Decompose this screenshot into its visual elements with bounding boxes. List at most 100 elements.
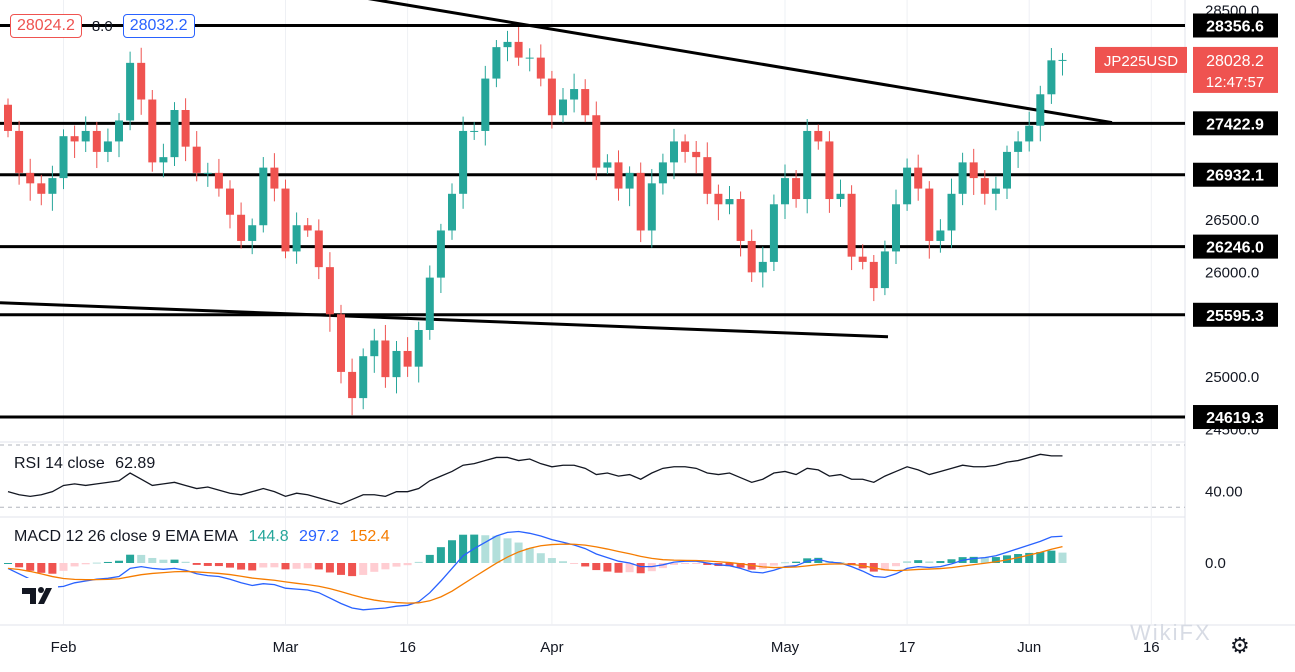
- candle-body: [825, 141, 834, 200]
- macd-histogram-bar: [192, 563, 201, 565]
- last-price-label: 28028.2: [1206, 53, 1264, 70]
- gear-icon[interactable]: ⚙: [1230, 633, 1250, 658]
- candle-body: [570, 89, 579, 100]
- ask-price-button[interactable]: 28032.2: [122, 14, 195, 38]
- x-tick-label: 16: [399, 639, 416, 656]
- x-tick-label: Apr: [540, 639, 563, 656]
- candle-body: [836, 193, 845, 200]
- candle-body: [991, 188, 1000, 194]
- candle-body: [115, 120, 123, 142]
- x-tick-label: Jun: [1017, 639, 1041, 656]
- candle-body: [658, 162, 667, 184]
- macd-signal-line: [7, 543, 1063, 604]
- candle-body: [170, 110, 179, 158]
- candle-body: [325, 267, 334, 315]
- macd-histogram-bar: [514, 542, 523, 563]
- macd-histogram-bar: [525, 548, 534, 563]
- candle-body: [892, 204, 900, 252]
- macd-histogram-bar: [747, 563, 756, 570]
- candle-body: [747, 240, 756, 273]
- macd-histogram-bar: [892, 563, 900, 567]
- candle-body: [670, 141, 678, 163]
- macd-histogram-bar: [581, 563, 590, 567]
- x-tick-label: 16: [1143, 639, 1160, 656]
- level-label-box: [1193, 405, 1278, 430]
- macd-histogram-bar: [1058, 552, 1067, 563]
- level-label: 26246.0: [1206, 240, 1264, 257]
- macd-histogram-bar: [270, 563, 279, 568]
- candle-body: [214, 172, 223, 189]
- macd-histogram-bar: [814, 557, 823, 563]
- bid-price-button[interactable]: 28024.2: [10, 14, 82, 38]
- candle-body: [681, 141, 690, 152]
- macd-histogram-bar: [625, 563, 634, 573]
- rsi-legend[interactable]: RSI 14 close 62.89: [14, 455, 161, 473]
- candle-body: [370, 340, 379, 357]
- candle-body: [4, 104, 12, 131]
- macd-histogram-bar: [170, 559, 179, 563]
- watermark: WikiFX: [1130, 620, 1212, 645]
- x-tick-label: May: [771, 639, 800, 656]
- candle-body: [314, 230, 323, 268]
- candle-body: [581, 89, 590, 116]
- candle-body: [392, 350, 401, 378]
- macd-histogram-bar: [991, 557, 1000, 563]
- candle-body: [59, 136, 68, 179]
- macd-histogram-bar: [137, 554, 146, 563]
- candle-body: [159, 157, 168, 163]
- macd-histogram-bar: [1014, 554, 1023, 563]
- candle-body: [337, 314, 345, 372]
- macd-histogram-bar: [281, 563, 290, 570]
- upper-trendline: [367, 0, 1113, 125]
- candle-body: [947, 193, 956, 231]
- candle-body: [514, 41, 523, 58]
- candle-body: [226, 188, 234, 215]
- candle-body: [714, 193, 723, 205]
- macd-histogram-bar: [781, 562, 789, 564]
- candle-body: [70, 136, 79, 142]
- macd-legend[interactable]: MACD 12 26 close 9 EMA EMA 144.8 297.2 1…: [14, 528, 396, 546]
- macd-histogram-bar: [414, 561, 423, 563]
- macd-histogram-bar: [325, 563, 334, 573]
- candle-body: [1025, 125, 1034, 142]
- candle-body: [459, 130, 468, 194]
- candle-body: [969, 162, 978, 179]
- candle-body: [703, 157, 712, 194]
- candle-body: [925, 188, 934, 241]
- macd-histogram-bar: [980, 557, 989, 563]
- macd-histogram-bar: [314, 563, 323, 570]
- macd-histogram-bar: [969, 556, 978, 563]
- macd-histogram-bar: [4, 563, 12, 564]
- price-tick-label: 25000.0: [1205, 369, 1259, 386]
- macd-histogram-bar: [614, 563, 623, 573]
- candle-body: [403, 350, 412, 367]
- macd-histogram-bar: [758, 563, 767, 570]
- candle-body: [259, 167, 268, 226]
- macd-histogram-bar: [48, 563, 57, 574]
- macd-histogram-bar: [370, 563, 379, 572]
- candle-body: [725, 199, 734, 205]
- candle-body: [769, 204, 778, 262]
- macd-histogram-bar: [248, 563, 257, 571]
- candle-body: [636, 172, 645, 231]
- macd-histogram-bar: [159, 559, 168, 563]
- macd-tick-label: 0.0: [1205, 555, 1226, 572]
- macd-histogram-bar: [448, 540, 456, 563]
- candle-body: [625, 172, 634, 189]
- rsi-line: [7, 453, 1063, 505]
- candle-body: [103, 141, 112, 152]
- macd-histogram-bar: [592, 563, 601, 571]
- macd-histogram-bar: [670, 563, 678, 565]
- candle-body: [869, 261, 878, 289]
- macd-line: [7, 530, 1063, 611]
- candle-body: [48, 178, 57, 194]
- macd-histogram-bar: [1025, 552, 1034, 563]
- macd-histogram-bar: [348, 563, 357, 577]
- macd-histogram-bar: [1036, 552, 1045, 563]
- lower-trendline: [0, 301, 889, 339]
- macd-histogram-bar: [303, 563, 312, 569]
- candle-body: [481, 78, 490, 131]
- macd-histogram-bar: [459, 534, 468, 563]
- tradingview-logo[interactable]: [14, 578, 58, 610]
